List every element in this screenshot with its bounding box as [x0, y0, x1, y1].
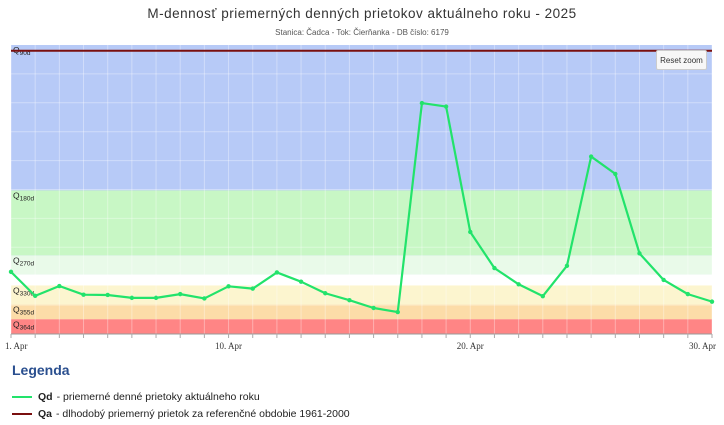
data-point-qd [564, 263, 570, 268]
data-point-qd [105, 292, 110, 298]
series-lines [10, 49, 713, 314]
legend-swatch-qd [12, 395, 32, 398]
data-point-qd [323, 291, 328, 296]
data-point-qd [250, 286, 255, 291]
data-point-qd [347, 297, 352, 303]
data-point-qd [57, 283, 62, 289]
x-axis: 1. Apr 10. Apr 20. Apr 30. Apr [5, 333, 716, 351]
band-q180d [11, 190, 712, 256]
x-tick-label: 30. Apr [689, 341, 716, 351]
chart-subtitle: Stanica: Čadca - Tok: Čierňanka - DB čís… [275, 28, 449, 37]
data-point-qd [637, 251, 642, 256]
x-tick-label: 1. Apr [5, 341, 28, 351]
data-point-qd [8, 269, 14, 275]
band-label-q330d: Q330d [13, 285, 34, 297]
legend: Legenda Qd - priemerné denné prietoky ak… [12, 362, 350, 422]
data-point-qd [661, 277, 666, 283]
data-point-qd [443, 104, 449, 109]
data-point-qd [298, 279, 304, 284]
legend-key-qd: Qd [38, 390, 53, 403]
band-q330d [11, 285, 712, 305]
data-point-qd [588, 154, 594, 159]
reset-zoom-button[interactable]: Reset zoom [656, 50, 707, 70]
data-point-qd [709, 299, 715, 304]
data-point-qd [178, 291, 183, 297]
data-point-qd [395, 309, 400, 315]
x-tick-label: 10. Apr [215, 341, 242, 351]
band-q270d [11, 255, 712, 275]
band-label-q364d: Q364d [13, 319, 34, 331]
data-point-qd [613, 171, 618, 177]
data-point-qd [371, 305, 376, 311]
data-point-qd [81, 292, 86, 297]
legend-text-qa: - dlhodobý priemerný prietok za referenč… [56, 407, 350, 420]
legend-item-qa[interactable]: Qa - dlhodobý priemerný prietok za refer… [12, 405, 350, 422]
band-q364d [11, 319, 712, 334]
band-label-q180d: Q180d [13, 190, 34, 202]
legend-title: Legenda [12, 362, 70, 378]
data-point-qd [419, 100, 425, 106]
data-point-qd [202, 296, 207, 301]
data-points [8, 100, 715, 315]
series-line-qd [10, 101, 713, 314]
data-point-qd [226, 284, 231, 289]
data-point-qd [274, 270, 280, 275]
x-tick-label: 20. Apr [457, 341, 484, 351]
legend-item-qd[interactable]: Qd - priemerné denné prietoky aktuálneho… [12, 388, 350, 405]
data-point-qd [540, 293, 545, 299]
data-point-qd [129, 295, 135, 301]
data-point-qd [516, 282, 521, 287]
band-label-q355d: Q355d [13, 305, 34, 317]
data-point-qd [492, 265, 497, 271]
data-point-qd [32, 293, 38, 299]
band-label-q270d: Q270d [13, 255, 34, 267]
band-q355d [11, 304, 712, 320]
data-point-qd [685, 291, 691, 297]
legend-swatch-qa [12, 412, 32, 415]
chart-title: M-dennosť priemerných denných prietokov … [147, 6, 577, 21]
legend-text-qd: - priemerné denné prietoky aktuálneho ro… [56, 390, 260, 403]
data-point-qd [153, 295, 159, 301]
data-point-qd [468, 229, 473, 235]
legend-key-qa: Qa [38, 407, 53, 420]
